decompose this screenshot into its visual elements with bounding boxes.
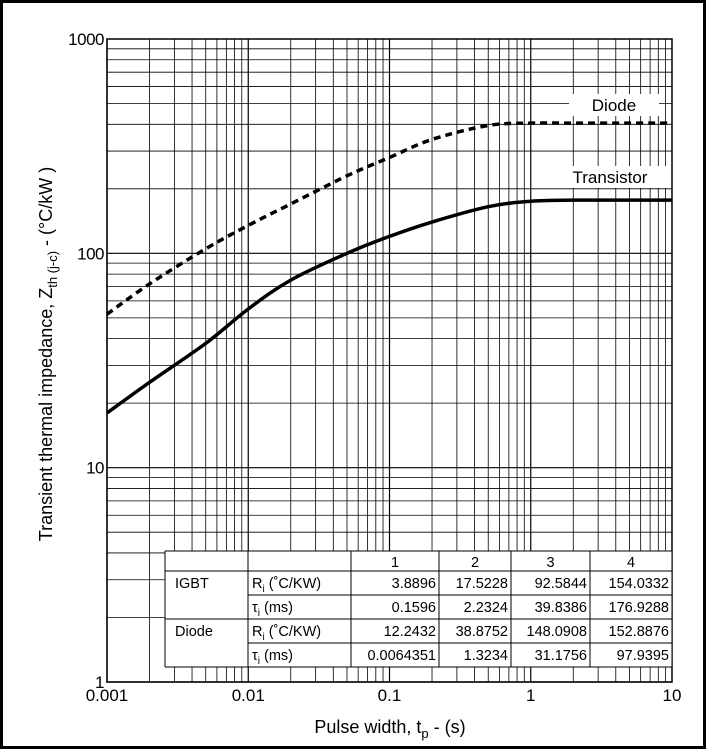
chart-svg: 0.001 0.01 0.1 1 10 1 10 100 1000 Diode Transisto… [36, 30, 681, 741]
table-value-cell: 0.1596 [392, 600, 436, 616]
x-tick-label: 10 [663, 686, 682, 705]
table-param-label: Ri (˚C/KW) [252, 624, 321, 643]
table-value-cell: 0.0064351 [367, 648, 436, 664]
table-header-cell: 2 [471, 555, 479, 571]
x-tick-label: 1 [526, 686, 535, 705]
table-device-label: IGBT [175, 576, 209, 592]
tick-labels: 0.001 0.01 0.1 1 10 1 10 100 1000 [68, 30, 681, 705]
table-header-cell: 1 [391, 555, 399, 571]
series-transistor-line [105, 198, 672, 415]
table-param-label: Ri (˚C/KW) [252, 576, 321, 595]
table-header-cell: 3 [546, 555, 554, 571]
x-tick-label: 0.001 [86, 686, 129, 705]
table-value-cell: 176.9288 [609, 600, 669, 616]
y-tick-label: 100 [77, 244, 104, 263]
table-value-cell: 38.8752 [456, 624, 508, 640]
parameter-table: 1 2 3 4 IGBT Ri (˚C/KW) 3.8896 17.5228 92.5844 15… [164, 550, 673, 668]
series-lines [105, 121, 672, 415]
table-param-label: τi (ms) [252, 648, 293, 667]
legend-label-transistor: Transistor [573, 168, 648, 187]
legend: Diode Transistor [551, 94, 669, 188]
table-value-cell: 92.5844 [535, 576, 587, 592]
table-background [165, 551, 672, 667]
axis-labels: Pulse width, tp - (s) Transient thermal … [36, 167, 466, 741]
table-value-cell: 2.2324 [464, 600, 508, 616]
table-value-cell: 31.1756 [535, 648, 587, 664]
table-value-cell: 1.3234 [464, 648, 508, 664]
y-tick-label: 10 [86, 459, 104, 478]
table-param-label: τi (ms) [252, 600, 293, 619]
y-tick-label: 1000 [68, 30, 104, 49]
table-value-cell: 39.8386 [535, 600, 587, 616]
table-value-cell: 154.0332 [609, 576, 669, 592]
y-tick-label: 1 [95, 673, 104, 692]
table-value-cell: 12.2432 [384, 624, 436, 640]
table-device-label: Diode [175, 624, 213, 640]
table-value-cell: 148.0908 [527, 624, 587, 640]
plot-border [106, 38, 673, 683]
x-axis-label: Pulse width, tp - (s) [314, 717, 465, 741]
y-axis-label: Transient thermal impedance, Zth (j-c) -… [36, 167, 60, 541]
x-tick-label: 0.01 [232, 686, 265, 705]
table-value-cell: 3.8896 [392, 576, 436, 592]
table-value-cell: 152.8876 [609, 624, 669, 640]
legend-box-diode [569, 94, 659, 116]
table-value-cell: 17.5228 [456, 576, 508, 592]
x-tick-label: 0.1 [378, 686, 402, 705]
legend-label-diode: Diode [592, 96, 636, 115]
legend-box-transistor [551, 166, 669, 188]
table-header-cell: 4 [627, 555, 635, 571]
table-value-cell: 97.9395 [617, 648, 669, 664]
